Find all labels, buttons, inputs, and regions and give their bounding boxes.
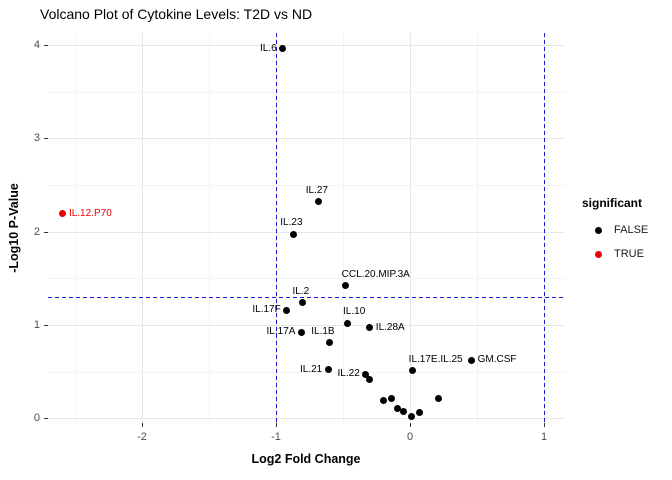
data-point xyxy=(326,339,334,347)
x-axis-tick xyxy=(544,423,545,427)
pvalue-threshold-line xyxy=(48,296,565,298)
gridline-minor-x xyxy=(477,33,478,423)
data-point xyxy=(342,282,350,290)
y-axis-tick xyxy=(44,138,48,140)
gridline-minor-x xyxy=(209,33,210,423)
vertical-threshold-line xyxy=(544,33,545,423)
data-point xyxy=(299,299,307,307)
gridline-minor-y xyxy=(48,91,565,93)
data-point-label: IL.17A xyxy=(266,326,296,338)
data-point-label: IL.22 xyxy=(337,368,360,380)
y-axis-tick-label: 4 xyxy=(33,39,40,52)
chart-title: Volcano Plot of Cytokine Levels: T2D vs … xyxy=(40,6,313,22)
y-axis-tick xyxy=(44,231,48,233)
legend-entry-true: TRUE xyxy=(582,242,648,266)
data-point-label: CCL.20.MIP.3A xyxy=(341,268,410,280)
gridline-major-y xyxy=(48,231,565,233)
legend-title: significant xyxy=(582,196,643,210)
gridline-minor-y xyxy=(48,371,565,373)
y-axis-tick-label: 0 xyxy=(33,412,40,425)
gridline-major-y xyxy=(48,325,565,326)
y-axis-tick xyxy=(44,418,48,420)
data-point xyxy=(366,324,374,332)
gridline-major-y xyxy=(48,138,565,140)
gridline-major-y xyxy=(48,418,565,420)
gridline-major-y xyxy=(48,45,565,47)
data-point xyxy=(289,230,297,238)
legend: significant FALSE TRUE xyxy=(582,196,648,266)
x-axis-tick-label: 0 xyxy=(406,431,414,443)
plot-panel: -2 -1 0 1 0 1 2 3 4 IL.6 IL.12.P70 IL.27 IL.23 CCL.20… xyxy=(34,33,565,443)
x-axis-tick-label: 1 xyxy=(540,431,548,443)
gridline-minor-y xyxy=(48,185,565,187)
vertical-threshold-line xyxy=(276,33,277,423)
data-point-label: IL.1B xyxy=(311,325,335,337)
data-point xyxy=(315,198,323,206)
data-point-label: IL.17E.IL.25 xyxy=(408,353,463,365)
data-point xyxy=(362,370,370,378)
legend-entry-label: FALSE xyxy=(614,224,649,236)
y-axis-tick-label: 3 xyxy=(33,132,40,145)
x-axis-tick-label: -1 xyxy=(271,431,281,443)
data-point xyxy=(387,395,395,403)
legend-entry-false: FALSE xyxy=(582,218,648,242)
data-point-label: GM.CSF xyxy=(477,354,517,366)
legend-key-dot xyxy=(595,250,602,258)
x-axis-tick-label: -2 xyxy=(137,431,147,443)
y-axis-tick-label: 2 xyxy=(33,225,40,238)
legend-key-dot xyxy=(595,226,602,234)
legend-entry-label: TRUE xyxy=(614,248,644,260)
data-point xyxy=(434,395,442,403)
gridline-minor-y xyxy=(48,278,565,280)
x-axis-tick xyxy=(276,423,277,427)
data-point-label: IL.6 xyxy=(260,42,277,54)
data-point-label: IL.27 xyxy=(305,184,328,196)
gridline-minor-x xyxy=(343,33,344,423)
data-point-label: IL.12.P70 xyxy=(68,207,112,219)
data-point-label: IL.21 xyxy=(300,363,323,375)
data-point xyxy=(415,409,423,417)
data-point-label: IL.23 xyxy=(280,217,303,229)
y-axis-tick xyxy=(44,325,48,326)
y-axis-title: -Log10 P-Value xyxy=(7,183,21,273)
data-point xyxy=(283,306,291,314)
data-point-label: IL.17F xyxy=(252,304,281,316)
data-point-label: IL.2 xyxy=(292,285,310,297)
data-point xyxy=(366,375,374,383)
data-point xyxy=(297,328,305,336)
data-point xyxy=(407,412,415,420)
data-point xyxy=(468,356,476,364)
gridline-major-x xyxy=(142,33,143,423)
data-point xyxy=(279,45,287,53)
data-point xyxy=(394,404,402,412)
y-axis-tick xyxy=(44,45,48,47)
x-axis-tick xyxy=(142,423,143,427)
data-point xyxy=(59,210,67,218)
y-axis-tick-label: 1 xyxy=(33,319,40,331)
x-axis-tick xyxy=(410,423,411,427)
data-point xyxy=(324,366,332,374)
gridline-minor-x xyxy=(75,33,76,423)
data-point-label: IL.10 xyxy=(343,306,366,318)
data-point xyxy=(409,367,417,375)
data-point-label: IL.28A xyxy=(375,321,405,333)
gridline-major-x xyxy=(410,33,411,423)
data-point xyxy=(379,397,387,405)
data-point xyxy=(343,319,351,327)
x-axis-title: Log2 Fold Change xyxy=(251,452,361,466)
data-point xyxy=(399,408,407,416)
